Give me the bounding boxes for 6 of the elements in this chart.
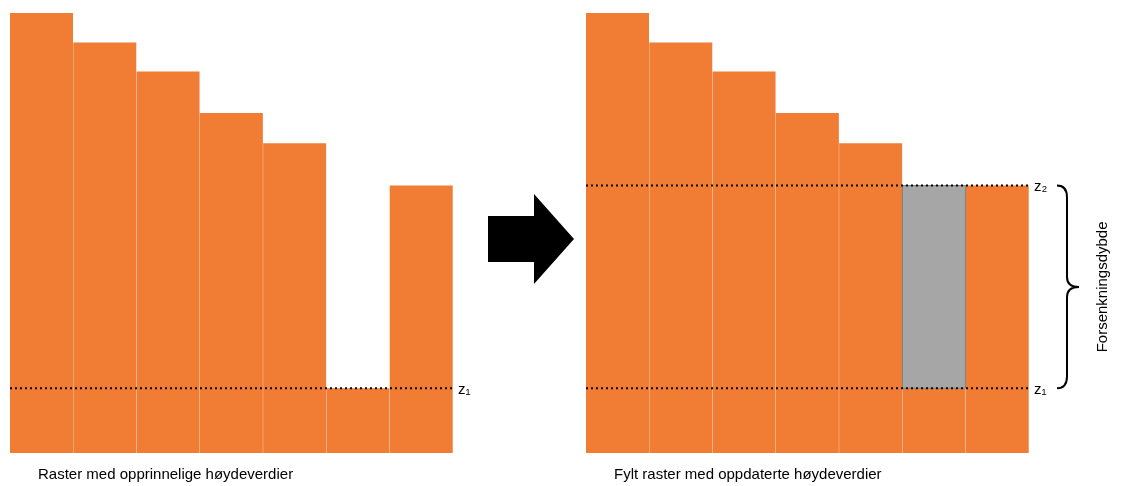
text: Forsenkningsdybde	[1093, 221, 1110, 353]
x-axis-title: Fylt raster med oppdaterte høydeverdier	[614, 465, 883, 482]
ref-line-label: z₁	[458, 379, 471, 397]
ref-line-label: z₁	[1034, 379, 1047, 397]
ref-line-label: z₂	[1034, 176, 1048, 194]
x-axis-title: Raster med opprinnelige høydeverdier	[38, 465, 295, 482]
